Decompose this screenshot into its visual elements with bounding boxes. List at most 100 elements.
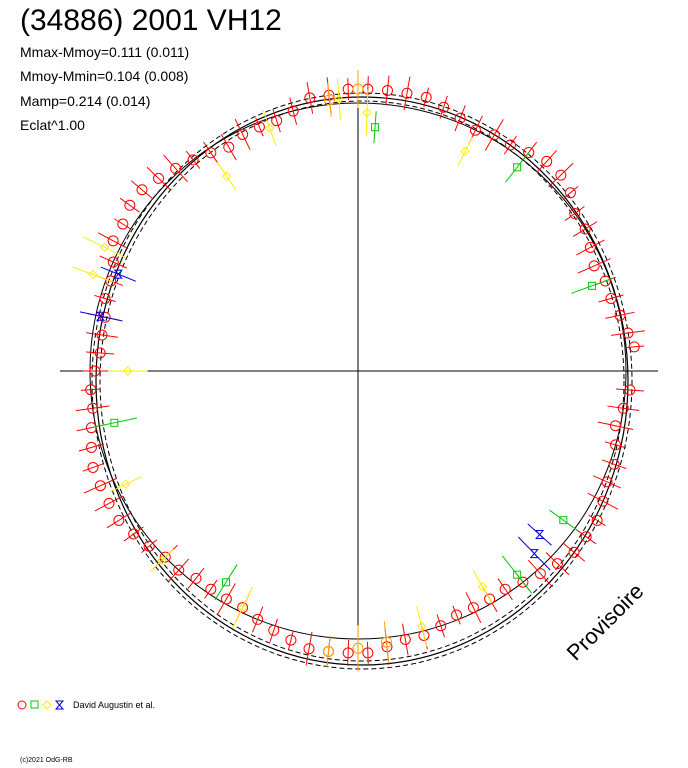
data-point-red <box>467 602 479 614</box>
error-bar <box>163 154 189 183</box>
error-bar <box>168 558 190 582</box>
error-bar <box>454 105 466 132</box>
data-point-red <box>285 634 297 646</box>
data-point-yellow <box>221 171 232 181</box>
error-bar <box>83 477 118 494</box>
data-point-red <box>124 199 136 211</box>
data-point-red <box>610 439 622 451</box>
error-bar <box>457 136 473 166</box>
data-point-red <box>128 528 140 540</box>
error-bar <box>383 621 390 664</box>
error-bar <box>150 548 174 572</box>
data-point-red <box>113 514 125 526</box>
stat-mmoy-mmin: Mmoy-Mmin=0.104 (0.008) <box>20 68 189 84</box>
error-bar <box>587 492 619 510</box>
error-bar <box>597 421 634 430</box>
error-bar <box>484 119 504 151</box>
data-point-yellow <box>157 555 167 566</box>
stat-eclat: Eclat^1.00 <box>20 117 85 133</box>
data-point-red <box>85 384 97 396</box>
error-bar <box>94 495 124 512</box>
data-point-red <box>85 422 97 434</box>
error-bar <box>220 133 237 161</box>
data-point-red <box>534 568 546 580</box>
error-bar <box>305 631 313 666</box>
data-point-blue <box>535 530 545 540</box>
error-bar <box>251 606 264 633</box>
data-point-red <box>628 341 640 353</box>
error-bar <box>605 311 635 319</box>
error-bar <box>402 623 409 656</box>
error-bar <box>385 75 390 106</box>
data-point-red <box>105 275 117 287</box>
data-point-red <box>190 572 202 584</box>
data-point-red <box>601 476 613 488</box>
data-point-red <box>323 89 335 101</box>
error-bar <box>501 555 533 594</box>
data-point-red <box>517 576 529 588</box>
error-bar <box>94 294 116 302</box>
error-bar <box>114 218 132 230</box>
data-point-yellow <box>264 123 275 133</box>
error-bar <box>465 592 482 624</box>
data-point-red <box>94 347 106 359</box>
error-bar <box>373 111 377 144</box>
data-point-yellow <box>120 479 131 490</box>
error-bar <box>562 542 586 562</box>
data-point-red <box>117 218 129 230</box>
error-bar <box>272 109 281 133</box>
error-bar <box>216 161 237 191</box>
chart-title: (34886) 2001 VH12 <box>20 4 282 37</box>
error-bar <box>262 110 277 147</box>
error-bar <box>78 443 105 452</box>
data-point-yellow <box>99 242 110 253</box>
data-point-red <box>103 497 115 509</box>
data-point-orange <box>352 83 364 95</box>
legend-markers <box>17 700 65 710</box>
plot-axes <box>60 73 658 668</box>
data-point-red <box>153 172 165 184</box>
fit-curve-lower <box>99 100 625 662</box>
data-point-red <box>205 147 217 159</box>
data-point-red <box>87 402 99 414</box>
error-bar <box>505 152 530 183</box>
error-bar <box>577 258 611 274</box>
data-point-red <box>136 184 148 196</box>
data-point-green <box>588 281 597 290</box>
fit-curve <box>95 96 629 666</box>
data-point-red <box>568 546 580 558</box>
data-point-red <box>342 647 354 659</box>
error-bar <box>347 78 350 101</box>
data-point-red <box>205 583 217 595</box>
data-point-red <box>287 105 299 117</box>
legend-yellow-diamond <box>42 700 52 710</box>
copyright: (c)2021 OdG-RB <box>20 757 73 764</box>
data-point-red <box>96 329 108 341</box>
data-point-red <box>523 146 535 158</box>
data-point-yellow <box>88 269 98 280</box>
error-bar <box>86 332 118 338</box>
data-point-red <box>223 141 235 153</box>
error-bar <box>91 417 137 429</box>
error-bar <box>615 388 644 392</box>
error-bar <box>403 76 411 111</box>
error-bar <box>326 635 331 668</box>
error-bar <box>439 95 448 119</box>
data-point-blue <box>95 311 106 321</box>
data-point-red <box>469 124 481 136</box>
data-point-red <box>588 260 600 272</box>
data-point-red <box>617 402 629 414</box>
error-bar <box>604 441 627 449</box>
error-bar <box>288 630 294 650</box>
data-point-red <box>85 441 97 453</box>
error-bar <box>436 614 445 638</box>
error-bar <box>204 579 218 599</box>
error-bar <box>75 405 110 412</box>
data-point-red <box>399 633 411 645</box>
error-bar <box>97 232 129 250</box>
data-point-red <box>381 85 393 97</box>
data-point-red <box>170 162 182 174</box>
error-bar <box>365 89 369 136</box>
error-bar <box>255 117 264 137</box>
data-point-orange <box>352 642 364 654</box>
